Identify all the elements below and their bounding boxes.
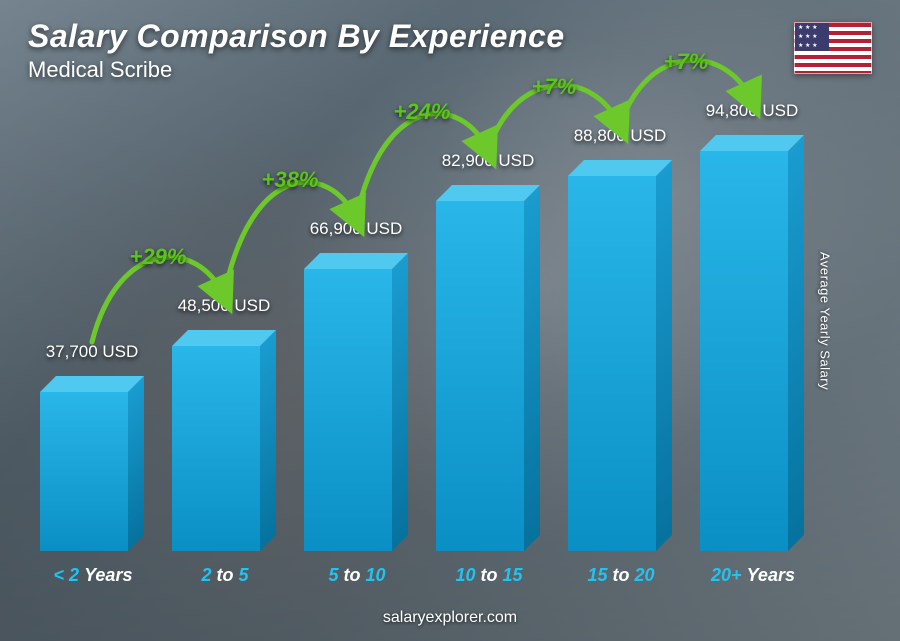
category-range-start: 10 xyxy=(455,565,475,585)
bar xyxy=(568,176,656,551)
value-label: 48,500 USD xyxy=(154,296,294,316)
category-range-start: 15 xyxy=(587,565,607,585)
value-label: 82,900 USD xyxy=(418,151,558,171)
growth-percent: +24% xyxy=(394,99,451,125)
value-label: 88,800 USD xyxy=(550,126,690,146)
bar-side xyxy=(392,253,408,551)
growth-percent: +29% xyxy=(130,244,187,270)
bar-front xyxy=(436,201,524,551)
bar-roof xyxy=(172,330,276,346)
category-range-start: 2 xyxy=(201,565,211,585)
page-subtitle: Medical Scribe xyxy=(28,57,565,83)
bar xyxy=(700,151,788,551)
growth-percent: +7% xyxy=(664,49,709,75)
category-range-start: 5 xyxy=(328,565,338,585)
bar-chart: 37,700 USD< 2 Years48,500 USD2 to 566,90… xyxy=(40,111,830,551)
category-label: 5 to 10 xyxy=(292,565,422,586)
bar-front xyxy=(304,269,392,551)
bar-side xyxy=(128,376,144,551)
bar-side xyxy=(524,185,540,551)
bar xyxy=(304,269,392,551)
bar-side xyxy=(260,330,276,551)
category-label: 2 to 5 xyxy=(160,565,290,586)
us-flag-icon xyxy=(794,22,872,74)
bar-side xyxy=(656,160,672,551)
category-range-end: 20 xyxy=(635,565,655,585)
value-label: 37,700 USD xyxy=(22,342,162,362)
bar-roof xyxy=(40,376,144,392)
category-label: 15 to 20 xyxy=(556,565,686,586)
title-block: Salary Comparison By Experience Medical … xyxy=(28,18,565,83)
growth-percent: +38% xyxy=(262,167,319,193)
footer-source: salaryexplorer.com xyxy=(0,609,900,627)
bar-roof xyxy=(436,185,540,201)
category-label: 10 to 15 xyxy=(424,565,554,586)
category-suffix: Years xyxy=(747,565,795,585)
category-range-mid: to xyxy=(476,565,503,585)
bar-roof xyxy=(304,253,408,269)
category-range-end: 15 xyxy=(503,565,523,585)
value-label: 66,900 USD xyxy=(286,219,426,239)
bar xyxy=(436,201,524,551)
category-range-mid: to xyxy=(338,565,365,585)
category-label: 20+ Years xyxy=(688,565,818,586)
value-label: 94,800 USD xyxy=(682,101,822,121)
infographic-stage: Salary Comparison By Experience Medical … xyxy=(0,0,900,641)
category-range-end: 10 xyxy=(365,565,385,585)
bar-front xyxy=(172,346,260,551)
category-range-end: 5 xyxy=(239,565,249,585)
bar-side xyxy=(788,135,804,551)
bar xyxy=(40,392,128,551)
category-label: < 2 Years xyxy=(28,565,158,586)
bar-roof xyxy=(700,135,804,151)
category-range: 20+ xyxy=(711,565,742,585)
bar-front xyxy=(700,151,788,551)
page-title: Salary Comparison By Experience xyxy=(28,18,565,55)
category-range-mid: to xyxy=(608,565,635,585)
category-suffix: Years xyxy=(84,565,132,585)
bar xyxy=(172,346,260,551)
category-range-mid: to xyxy=(212,565,239,585)
category-range: < 2 xyxy=(54,565,80,585)
bar-front xyxy=(40,392,128,551)
bar-front xyxy=(568,176,656,551)
bar-roof xyxy=(568,160,672,176)
